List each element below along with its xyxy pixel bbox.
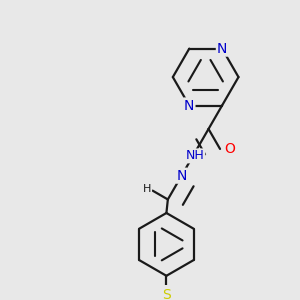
Text: S: S [162,288,171,300]
Text: NH: NH [186,149,204,162]
Text: H: H [143,184,151,194]
Text: O: O [224,142,235,156]
Text: N: N [217,42,227,56]
Text: N: N [184,98,194,112]
Text: N: N [176,169,187,183]
